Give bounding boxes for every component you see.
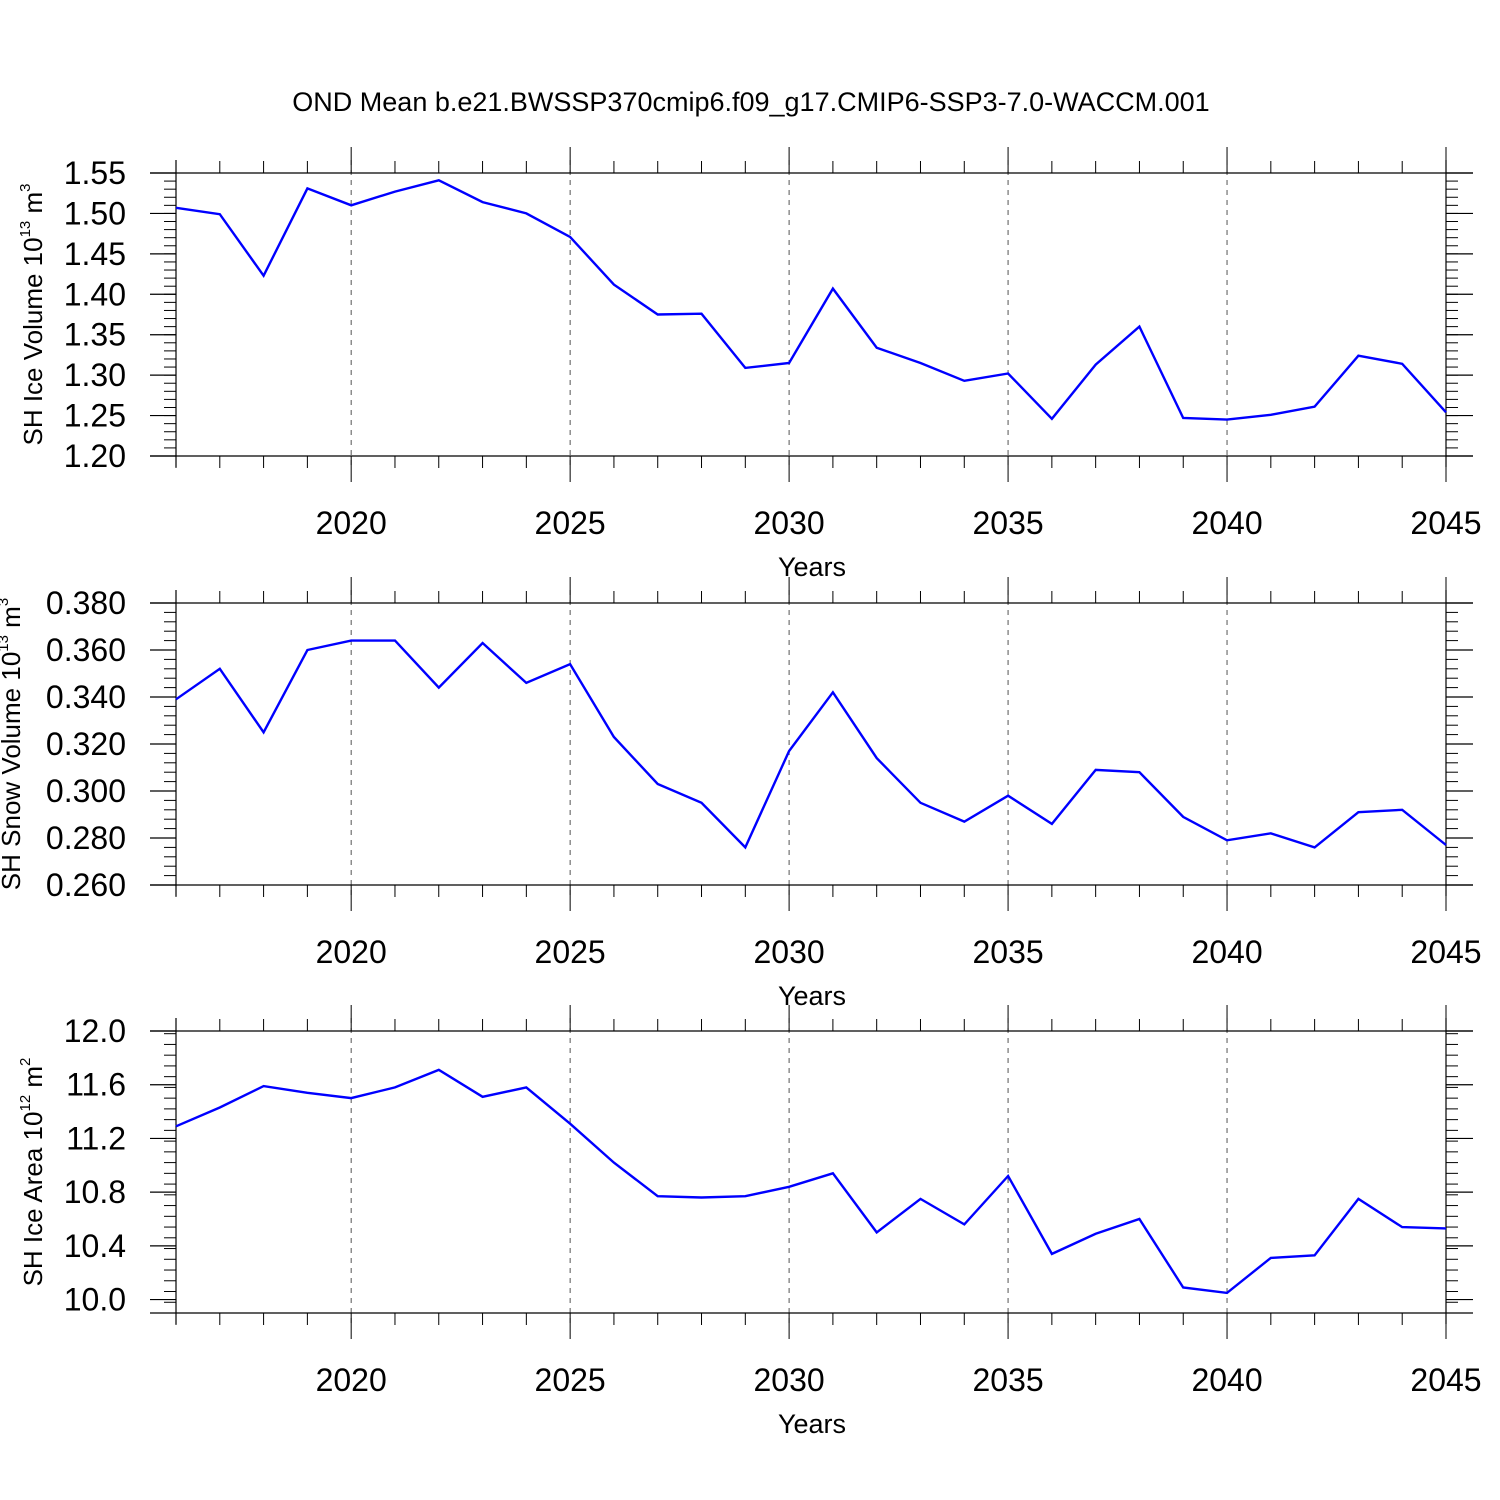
y-tick-label: 0.280 (46, 820, 126, 856)
y-tick-label: 11.6 (66, 1067, 126, 1103)
x-tick-label: 2035 (972, 505, 1043, 541)
y-tick-label: 1.55 (64, 155, 126, 191)
x-tick-label: 2035 (972, 934, 1043, 970)
y-axis-label: SH Ice Volume 1013 m3 (17, 183, 48, 445)
y-tick-label: 11.2 (66, 1120, 126, 1156)
y-axis-label-part: SH Ice Volume 10 (18, 237, 48, 445)
y-tick-label: 10.0 (64, 1282, 126, 1318)
y-tick-label: 0.300 (46, 773, 126, 809)
y-axis-label-part: m (18, 192, 48, 221)
panel-ice-area: 10.0 10.4 10.8 11.2 11.6 12.0 2020 2025 2030 2035… (17, 1005, 1482, 1439)
y-tick-label: 1.30 (64, 357, 126, 393)
y-axis-label: SH Snow Volume 1013 m3 (0, 598, 26, 890)
y-tick-label: 1.25 (64, 398, 126, 434)
y-tick-label: 1.35 (64, 317, 126, 353)
y-axis-label-part: SH Snow Volume 10 (0, 652, 26, 890)
y-axis-label-superscript: 13 (17, 221, 34, 238)
x-tick-label: 2025 (535, 934, 606, 970)
x-tick-label: 2040 (1191, 505, 1262, 541)
y-axis-label-superscript: 12 (17, 1095, 34, 1112)
x-tick-label: 2045 (1410, 505, 1481, 541)
x-tick-label: 2030 (754, 934, 825, 970)
x-tick-label: 2040 (1191, 1362, 1262, 1398)
panel-snow-volume: 0.260 0.280 0.300 0.320 0.340 0.360 0.380 2020 2… (0, 577, 1482, 1011)
x-tick-label: 2025 (535, 505, 606, 541)
x-tick-label: 2025 (535, 1362, 606, 1398)
y-axis-label-superscript: 3 (17, 183, 34, 191)
y-tick-label: 0.260 (46, 867, 126, 903)
y-tick-label: 12.0 (64, 1013, 126, 1049)
x-axis-label: Years (778, 552, 846, 582)
y-tick-label: 0.380 (46, 585, 126, 621)
y-tick-label: 1.40 (64, 276, 126, 312)
y-tick-label: 0.340 (46, 679, 126, 715)
panel-ice-volume: 1.20 1.25 1.30 1.35 1.40 1.45 1.50 1.55 2020 2025… (17, 147, 1482, 582)
y-tick-label: 1.20 (64, 438, 126, 474)
y-tick-label: 10.8 (64, 1174, 126, 1210)
x-axis-label: Years (778, 981, 846, 1011)
x-tick-label: 2040 (1191, 934, 1262, 970)
y-axis-label-superscript: 13 (0, 635, 12, 652)
y-tick-label: 1.50 (64, 195, 126, 231)
x-tick-label: 2030 (754, 505, 825, 541)
x-tick-label: 2020 (316, 934, 387, 970)
series-line-ice-volume (175, 179, 1447, 421)
x-tick-label: 2020 (316, 505, 387, 541)
series-line-ice-area (175, 1068, 1447, 1295)
y-axis-label: SH Ice Area 1012 m2 (17, 1058, 48, 1287)
y-tick-label: 10.4 (64, 1228, 126, 1264)
series-line-snow-volume (175, 639, 1447, 850)
y-tick-label: 1.45 (64, 236, 126, 272)
x-tick-label: 2045 (1410, 1362, 1481, 1398)
y-axis-label-part: m (18, 1066, 48, 1095)
x-tick-label: 2030 (754, 1362, 825, 1398)
figure-title: OND Mean b.e21.BWSSP370cmip6.f09_g17.CMI… (292, 87, 1209, 117)
x-tick-label: 2035 (972, 1362, 1043, 1398)
x-axis-label: Years (778, 1409, 846, 1439)
x-tick-label: 2020 (316, 1362, 387, 1398)
y-tick-label: 0.320 (46, 726, 126, 762)
y-axis-label-superscript: 3 (0, 598, 12, 606)
y-tick-label: 0.360 (46, 632, 126, 668)
y-axis-label-part: m (0, 606, 26, 635)
x-tick-label: 2045 (1410, 934, 1481, 970)
y-axis-label-part: SH Ice Area 10 (18, 1112, 48, 1287)
y-axis-label-superscript: 2 (17, 1058, 34, 1066)
